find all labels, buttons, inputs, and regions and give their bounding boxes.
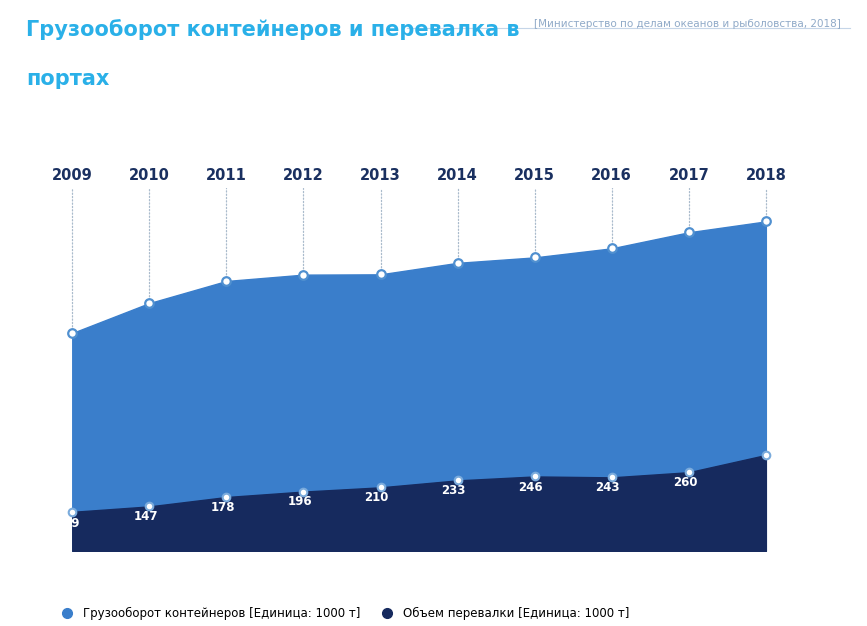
Point (759, 217, 772, 227)
Text: 1053: 1053 (650, 217, 682, 230)
Text: 243: 243 (596, 481, 620, 494)
Point (451, 475, 465, 485)
Point (374, 269, 388, 279)
Text: 1089: 1089 (773, 213, 806, 227)
Text: 720: 720 (42, 317, 66, 331)
Text: 2015: 2015 (514, 168, 555, 183)
Point (605, 473, 619, 483)
Text: 819: 819 (119, 288, 143, 301)
Text: 317: 317 (773, 453, 798, 466)
Text: 196: 196 (287, 495, 312, 508)
Point (142, 298, 156, 308)
Text: 2012: 2012 (283, 168, 324, 183)
Point (681, 227, 695, 237)
Text: 2010: 2010 (129, 168, 170, 183)
Text: 2016: 2016 (591, 168, 632, 183)
Point (142, 501, 156, 511)
Text: 246: 246 (518, 481, 543, 495)
Point (297, 270, 310, 280)
Point (65, 328, 79, 338)
Text: 2013: 2013 (360, 168, 401, 183)
Point (219, 276, 233, 286)
Text: 892: 892 (196, 266, 220, 279)
Text: 2009: 2009 (52, 168, 93, 183)
Text: 1000: 1000 (573, 233, 605, 247)
Text: 2018: 2018 (746, 168, 786, 183)
Point (374, 482, 388, 492)
Text: 914: 914 (349, 259, 375, 272)
Text: 210: 210 (364, 491, 389, 504)
Text: 147: 147 (134, 510, 158, 523)
Point (451, 258, 465, 268)
Text: 2014: 2014 (437, 168, 478, 183)
Text: 970: 970 (504, 242, 529, 255)
Text: 233: 233 (441, 484, 466, 497)
Point (219, 492, 233, 502)
Point (528, 471, 542, 481)
Text: 260: 260 (673, 476, 697, 489)
Point (759, 450, 772, 460)
Point (65, 507, 79, 517)
Text: 913: 913 (273, 260, 297, 273)
Text: 2011: 2011 (206, 168, 247, 183)
Text: [Министерство по делам океанов и рыболовства, 2018]: [Министерство по делам океанов и рыболов… (534, 19, 841, 29)
Point (297, 486, 310, 496)
Text: портах: портах (26, 69, 109, 89)
Point (528, 252, 542, 262)
Text: 129: 129 (56, 517, 81, 530)
Point (605, 244, 619, 254)
Point (681, 467, 695, 477)
Text: 952: 952 (427, 248, 452, 261)
Text: 2017: 2017 (668, 168, 709, 183)
Text: Грузооборот контейнеров и перевалка в: Грузооборот контейнеров и перевалка в (26, 19, 519, 39)
Text: 178: 178 (211, 501, 235, 514)
Legend: Грузооборот контейнеров [Единица: 1000 т], Объем перевалки [Единица: 1000 т]: Грузооборот контейнеров [Единица: 1000 т… (50, 602, 635, 625)
